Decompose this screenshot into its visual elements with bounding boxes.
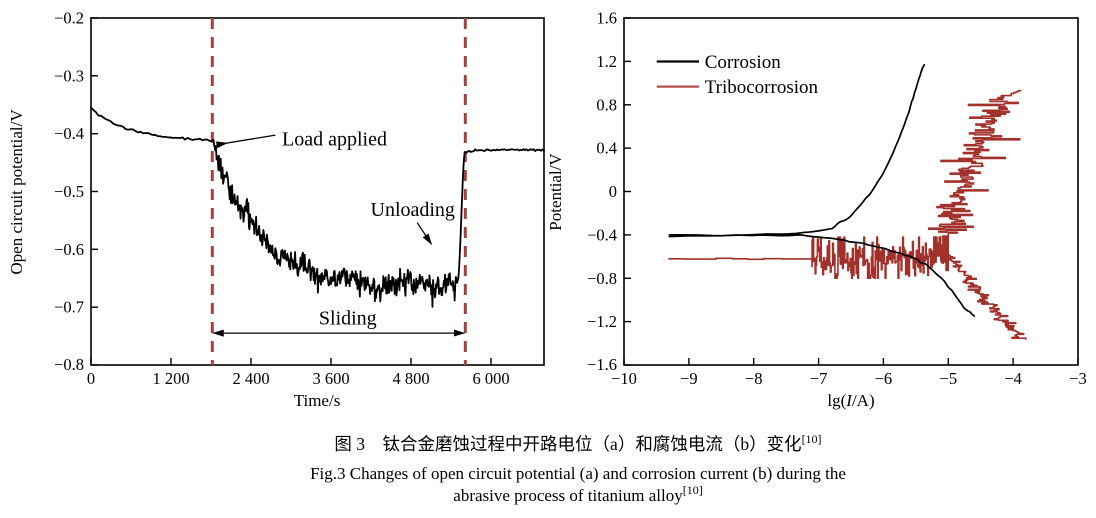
svg-text:−0.3: −0.3 — [54, 66, 84, 85]
svg-text:0.4: 0.4 — [596, 139, 617, 158]
svg-text:−7: −7 — [810, 369, 828, 388]
svg-text:3 600: 3 600 — [312, 369, 349, 388]
svg-text:−0.5: −0.5 — [54, 182, 84, 201]
svg-text:Load applied: Load applied — [282, 129, 387, 151]
svg-text:Potential/V: Potential/V — [546, 153, 565, 231]
svg-text:Fig.3 Changes of open circuit: Fig.3 Changes of open circuit potential … — [310, 464, 846, 483]
svg-text:1.2: 1.2 — [596, 52, 617, 71]
svg-text:图 3 钛合金磨蚀过程中开路电位（a）和腐蚀电流（b）变化[: 图 3 钛合金磨蚀过程中开路电位（a）和腐蚀电流（b）变化[10] — [334, 432, 821, 454]
svg-text:Sliding: Sliding — [319, 308, 377, 330]
svg-text:4 800: 4 800 — [392, 369, 429, 388]
svg-text:−0.7: −0.7 — [54, 298, 84, 317]
svg-text:1 200: 1 200 — [152, 369, 189, 388]
svg-text:−0.4: −0.4 — [587, 225, 617, 244]
svg-text:−0.4: −0.4 — [54, 124, 84, 143]
svg-text:0.8: 0.8 — [596, 95, 617, 114]
svg-text:−9: −9 — [680, 369, 698, 388]
svg-text:Time/s: Time/s — [294, 391, 341, 410]
svg-text:6 000: 6 000 — [472, 369, 509, 388]
svg-text:abrasive process of titanium a: abrasive process of titanium alloy[10] — [453, 483, 702, 505]
svg-text:−0.2: −0.2 — [54, 9, 84, 28]
svg-text:−6: −6 — [875, 369, 893, 388]
svg-text:−5: −5 — [940, 369, 958, 388]
svg-text:Unloading: Unloading — [371, 199, 455, 221]
svg-text:−4: −4 — [1004, 369, 1022, 388]
svg-text:Corrosion: Corrosion — [705, 52, 782, 73]
svg-text:−1.2: −1.2 — [587, 312, 617, 331]
svg-text:−10: −10 — [611, 369, 637, 388]
svg-text:1.6: 1.6 — [596, 9, 617, 28]
svg-text:Open circuit potential/V: Open circuit potential/V — [7, 109, 26, 275]
svg-text:lg(I/A): lg(I/A) — [827, 391, 874, 410]
svg-text:0: 0 — [609, 182, 617, 201]
svg-text:−0.8: −0.8 — [587, 269, 617, 288]
svg-text:0: 0 — [87, 369, 95, 388]
svg-text:−0.8: −0.8 — [54, 355, 84, 374]
svg-text:−0.6: −0.6 — [54, 240, 84, 259]
svg-text:−3: −3 — [1069, 369, 1087, 388]
svg-text:2 400: 2 400 — [232, 369, 269, 388]
svg-text:−8: −8 — [745, 369, 763, 388]
svg-text:Tribocorrosion: Tribocorrosion — [705, 77, 819, 98]
